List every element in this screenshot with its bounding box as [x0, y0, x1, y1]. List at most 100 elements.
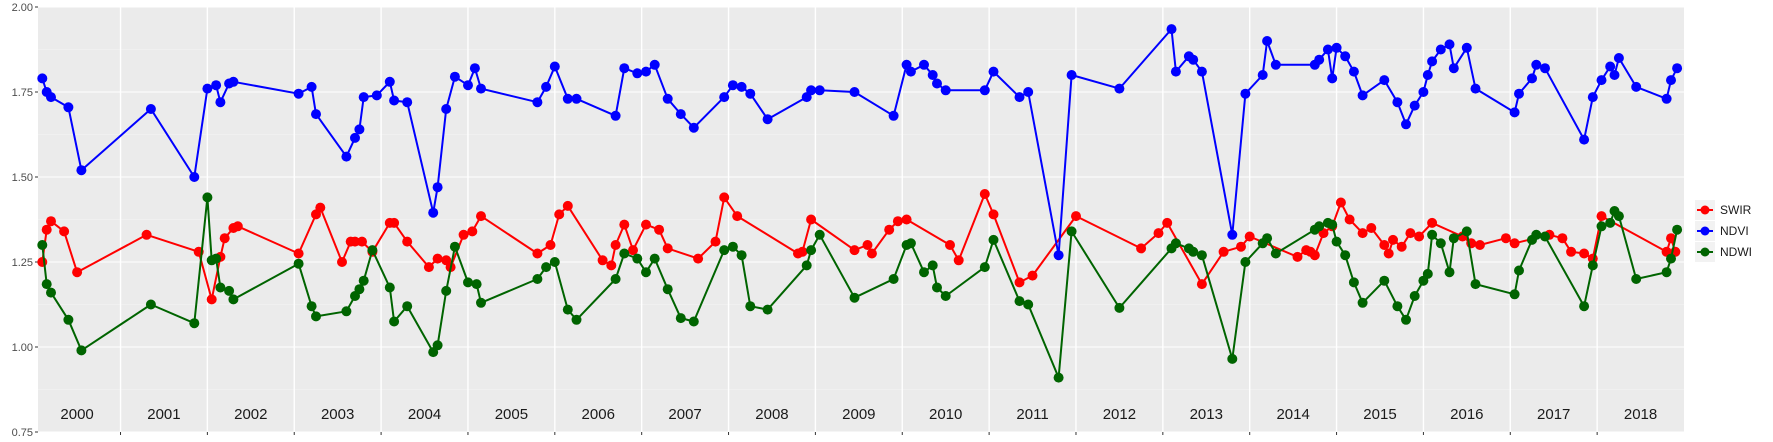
year-label: 2014: [1276, 406, 1309, 423]
year-label: 2010: [929, 406, 962, 423]
ndvi-point: [1470, 83, 1481, 94]
ndvi-point: [1188, 54, 1199, 65]
ndvi-point: [1170, 66, 1181, 77]
year-label: 2015: [1363, 406, 1396, 423]
swir-point: [1500, 233, 1511, 244]
ndwi-point: [41, 279, 52, 290]
swir-point: [866, 248, 877, 259]
ndvi-point: [1401, 119, 1411, 130]
ndvi-point: [541, 81, 552, 92]
ndwi-point: [1227, 353, 1238, 364]
swir-point: [662, 243, 673, 254]
swir-point: [719, 192, 730, 203]
swir-point: [1236, 241, 1246, 252]
ndwi-point: [675, 313, 686, 324]
ndwi-point: [471, 279, 482, 290]
ndvi-point: [806, 85, 817, 96]
ndvi-point: [1270, 59, 1281, 70]
swir-point: [219, 233, 230, 244]
ndwi-point: [736, 250, 747, 261]
swir-point: [1388, 234, 1398, 245]
year-label: 2013: [1190, 406, 1223, 423]
ndvi-point: [1262, 36, 1273, 46]
swir-point: [554, 209, 565, 220]
ndwi-point: [1613, 211, 1624, 222]
ndvi-point: [354, 124, 365, 135]
swir-point: [884, 224, 895, 235]
ndvi-point: [1379, 75, 1390, 86]
ndwi-point: [306, 301, 317, 312]
swir-point: [432, 253, 443, 264]
ndvi-point: [1331, 42, 1342, 53]
ndvi-point: [189, 172, 200, 182]
ndvi-point: [571, 93, 582, 104]
ndvi-point: [1240, 88, 1251, 99]
ndvi-point: [532, 97, 543, 108]
swir-point: [797, 246, 808, 257]
ndvi-point: [63, 102, 74, 113]
ndwi-point: [1587, 260, 1598, 271]
ndvi-point: [1579, 134, 1590, 145]
swir-point: [1196, 279, 1207, 290]
swir-point: [1366, 223, 1377, 233]
swir-point: [1405, 228, 1416, 239]
swir-point: [532, 248, 543, 259]
ndvi-point: [919, 59, 929, 70]
ndvi-point: [1257, 70, 1268, 80]
swir-point: [1666, 233, 1676, 244]
ndvi-point: [1166, 24, 1177, 35]
ndwi-point: [46, 287, 56, 298]
year-label: 2001: [147, 406, 180, 423]
ndvi-point: [350, 132, 360, 143]
ndvi-point: [1227, 229, 1238, 240]
y-tick-label: 1.75: [12, 87, 33, 99]
ndvi-point: [1672, 63, 1683, 74]
ndvi-point: [1314, 54, 1325, 65]
ndwi-point: [1401, 314, 1411, 325]
ndvi-point: [1196, 66, 1207, 77]
ndwi-point: [215, 282, 226, 293]
ndwi-point: [463, 277, 473, 288]
ndwi-point: [888, 274, 899, 284]
ndvi-point: [1527, 73, 1537, 84]
ndvi-point: [762, 114, 773, 125]
swir-point: [1396, 241, 1407, 252]
swir-point: [953, 255, 964, 266]
ndvi-point: [1340, 51, 1351, 62]
ndwi-point: [1409, 291, 1420, 301]
swir-point: [293, 248, 304, 259]
legend-key-point: [1700, 205, 1710, 215]
ndwi-point: [341, 306, 352, 317]
ndvi-point: [1348, 66, 1359, 77]
year-label: 2007: [668, 406, 701, 423]
swir-point: [606, 260, 617, 271]
ndwi-point: [1461, 226, 1472, 237]
ndvi-point: [1114, 83, 1125, 94]
swir-point: [901, 214, 912, 225]
ndwi-point: [1331, 236, 1342, 247]
ndwi-point: [571, 314, 582, 325]
ndvi-point: [476, 83, 486, 94]
year-label: 2004: [408, 406, 441, 423]
legend: SWIR NDVI NDWI: [1695, 200, 1752, 262]
swir-point: [862, 240, 873, 250]
ndvi-point: [1631, 81, 1642, 92]
swir-point: [1309, 250, 1320, 261]
ndvi-point: [888, 110, 899, 121]
ndwi-point: [532, 274, 543, 284]
ndvi-point: [76, 165, 87, 176]
ndvi-point: [1587, 92, 1598, 103]
ndwi-point: [1314, 221, 1325, 232]
ndwi-point: [619, 248, 630, 259]
swir-point: [141, 229, 152, 240]
ndvi-point: [402, 97, 413, 108]
ndwi-point: [1327, 219, 1338, 230]
ndvi-point: [745, 88, 756, 99]
ndvi-point: [1427, 56, 1438, 67]
ndvi-point: [932, 78, 942, 89]
ndvi-point: [228, 76, 239, 87]
year-label: 2016: [1450, 406, 1483, 423]
ndvi-point: [1327, 73, 1338, 84]
ndwi-point: [1427, 229, 1438, 240]
